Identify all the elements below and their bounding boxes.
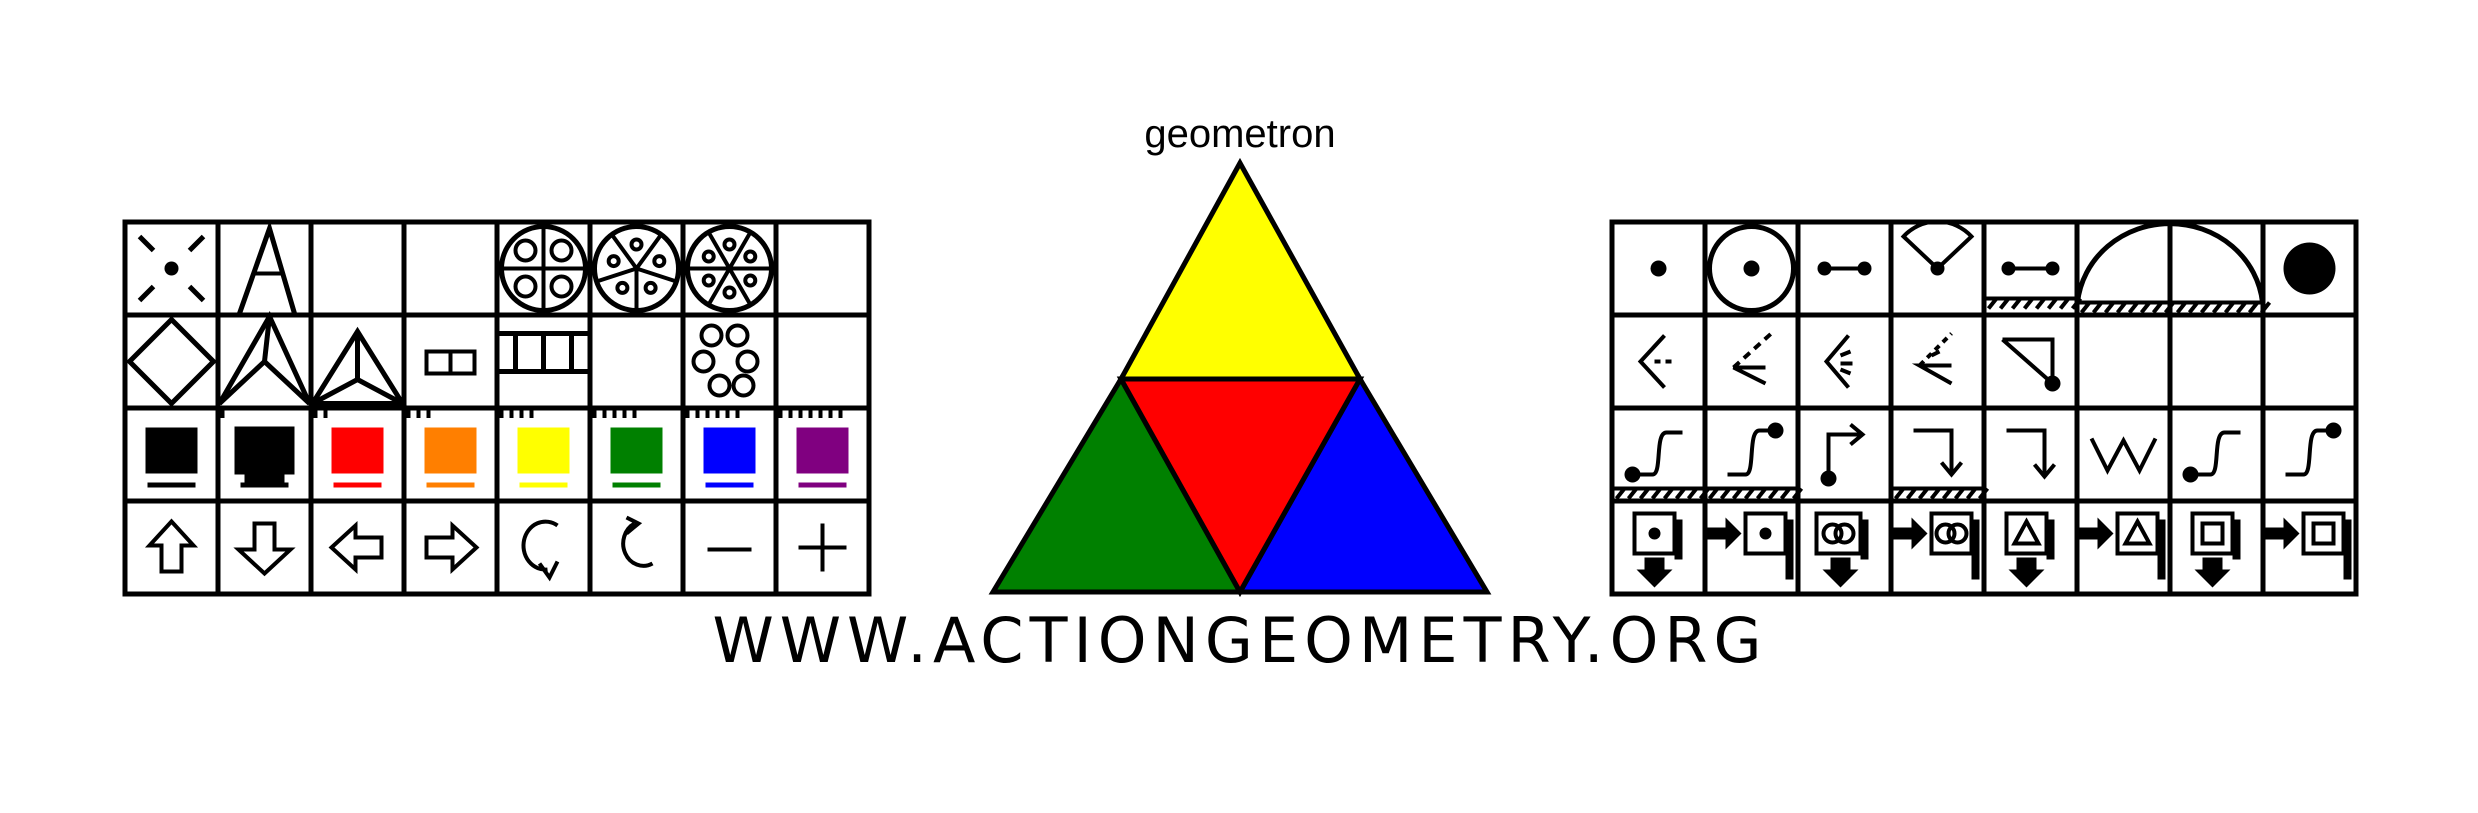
empty-cell[interactable] [2074, 312, 2173, 411]
cell-arrow-left-icon[interactable] [308, 498, 407, 597]
turn-right-icon [1820, 422, 1866, 487]
swatch-green-icon [592, 408, 663, 488]
cell-diamond-icon[interactable] [122, 312, 221, 411]
flower4-icon [499, 224, 588, 313]
circles-right-icon [1891, 511, 1980, 580]
cell-triangle-right-icon[interactable] [2074, 498, 2173, 597]
cell-turn-right-icon[interactable] [1795, 405, 1894, 504]
curve-2-icon [2285, 422, 2342, 477]
triangle-top-yellow [1116, 157, 1365, 382]
triangle-center-red [1116, 376, 1365, 598]
empty-cell[interactable] [587, 312, 686, 411]
swatch-orange-icon [406, 408, 477, 488]
title: geometron [1144, 112, 1335, 156]
cell-square-dot-right-icon[interactable] [1702, 498, 1801, 597]
turn-down-ground-icon [1891, 428, 1990, 500]
curve-ground-icon [1612, 430, 1711, 500]
filled-circle-icon [2283, 242, 2336, 295]
cell-arrow-down-icon[interactable] [215, 498, 314, 597]
cell-square-right-icon[interactable] [2260, 498, 2359, 597]
empty-cell[interactable] [2260, 312, 2359, 411]
angle-fan-icon [1823, 334, 1853, 389]
semicircle-ground-icon [2075, 221, 2272, 314]
arrow-down-icon [233, 521, 296, 577]
empty-cell[interactable] [773, 219, 872, 318]
cell-turn-down-ground-icon[interactable] [1888, 405, 1987, 504]
empty-cell[interactable] [401, 219, 500, 318]
dot-cross-icon [137, 234, 206, 303]
square-right-icon [2263, 511, 2352, 580]
angle-fan-dash-icon [1911, 332, 1953, 386]
cell-arrow-up-icon[interactable] [122, 498, 221, 597]
square-dot-down-icon [1632, 511, 1683, 588]
rotate-cw-icon [621, 515, 654, 568]
plus-icon [798, 523, 847, 572]
triangle-down-icon [2004, 511, 2055, 588]
cell-angle-fan-dash-icon[interactable] [1888, 312, 1987, 411]
swatch-yellow-icon [499, 408, 570, 488]
segment-icon [1817, 261, 1872, 276]
bar3-icon [497, 331, 590, 374]
angle-icon [1637, 334, 1673, 389]
swatch-black-thick-icon [220, 408, 295, 488]
cell-arrow-right-icon[interactable] [401, 498, 500, 597]
empty-cell[interactable] [308, 219, 407, 318]
central-triangle [988, 157, 1492, 598]
pyramid-icon [307, 326, 408, 406]
swatch-black-icon [145, 427, 198, 488]
zigzag-icon [2089, 436, 2158, 475]
cell-angle-dash-icon[interactable] [1702, 312, 1801, 411]
arc-sector-icon [1900, 219, 1975, 276]
point-icon [1650, 260, 1667, 277]
bar2-icon [424, 349, 477, 376]
arrow-up-icon [144, 518, 199, 574]
empty-cell[interactable] [2167, 312, 2266, 411]
tall-triangle-icon [237, 220, 297, 315]
turn-down-icon [2006, 428, 2057, 480]
circles-down-icon [1814, 511, 1869, 588]
angle-dash-icon [1732, 330, 1775, 386]
left-panel [122, 219, 872, 597]
cell-zigzag-icon[interactable] [2074, 405, 2173, 504]
square-down-icon [2190, 511, 2241, 588]
right-triangle-icon [2001, 337, 2061, 392]
cell-rotate-ccw-icon[interactable] [494, 498, 593, 597]
arrow-right-icon [424, 520, 480, 575]
curve-icon [2182, 430, 2241, 483]
curve-ground-2-icon [1705, 422, 1804, 500]
cell-rotate-cw-icon[interactable] [587, 498, 686, 597]
kite-pyramid-icon [217, 311, 312, 406]
flower6-icon [685, 224, 774, 313]
empty-cell[interactable] [773, 312, 872, 411]
circle-point-icon [1707, 224, 1796, 313]
rotate-ccw-icon [521, 519, 560, 582]
circles6-icon [691, 323, 760, 398]
flower5-icon [592, 224, 681, 313]
swatch-blue-icon [685, 408, 756, 488]
triangle-right-icon [2077, 511, 2166, 580]
swatch-red-icon [313, 408, 384, 488]
diamond-icon [125, 315, 218, 408]
right-panel [1609, 219, 2359, 597]
swatch-purple-icon [778, 408, 849, 488]
website-url: WWW.ACTIONGEOMETRY.ORG [712, 604, 1767, 677]
square-dot-right-icon [1705, 511, 1794, 580]
arrow-left-icon [328, 520, 384, 575]
cell-turn-down-icon[interactable] [1981, 405, 2080, 504]
